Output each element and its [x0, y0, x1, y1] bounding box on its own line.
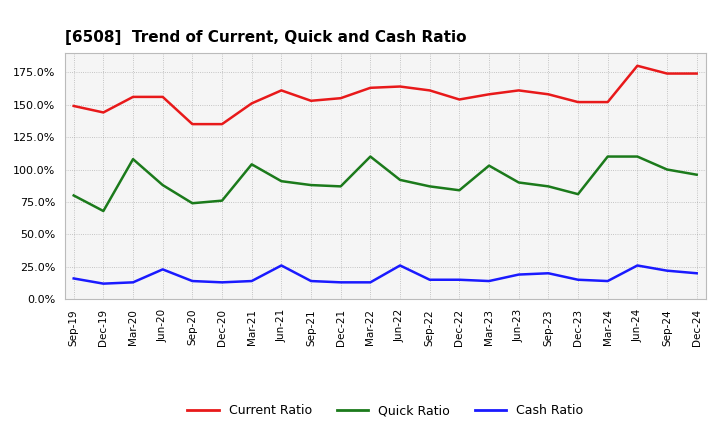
- Quick Ratio: [336, 184, 345, 189]
- Current Ratio: [426, 88, 434, 93]
- Current Ratio: [366, 85, 374, 91]
- Current Ratio: [158, 94, 167, 99]
- Cash Ratio: [544, 271, 553, 276]
- Quick Ratio: [633, 154, 642, 159]
- Quick Ratio: [217, 198, 226, 203]
- Line: Quick Ratio: Quick Ratio: [73, 157, 697, 211]
- Current Ratio: [129, 94, 138, 99]
- Cash Ratio: [336, 280, 345, 285]
- Current Ratio: [99, 110, 108, 115]
- Current Ratio: [455, 97, 464, 102]
- Cash Ratio: [248, 279, 256, 284]
- Current Ratio: [693, 71, 701, 76]
- Quick Ratio: [69, 193, 78, 198]
- Quick Ratio: [158, 183, 167, 188]
- Cash Ratio: [69, 276, 78, 281]
- Cash Ratio: [485, 279, 493, 284]
- Current Ratio: [544, 92, 553, 97]
- Quick Ratio: [396, 177, 405, 183]
- Cash Ratio: [396, 263, 405, 268]
- Quick Ratio: [129, 157, 138, 162]
- Current Ratio: [603, 99, 612, 105]
- Quick Ratio: [99, 209, 108, 214]
- Current Ratio: [396, 84, 405, 89]
- Cash Ratio: [158, 267, 167, 272]
- Quick Ratio: [248, 161, 256, 167]
- Cash Ratio: [99, 281, 108, 286]
- Cash Ratio: [662, 268, 671, 273]
- Current Ratio: [248, 101, 256, 106]
- Cash Ratio: [693, 271, 701, 276]
- Current Ratio: [514, 88, 523, 93]
- Cash Ratio: [277, 263, 286, 268]
- Quick Ratio: [455, 187, 464, 193]
- Line: Current Ratio: Current Ratio: [73, 66, 697, 124]
- Quick Ratio: [603, 154, 612, 159]
- Quick Ratio: [662, 167, 671, 172]
- Current Ratio: [217, 121, 226, 127]
- Quick Ratio: [277, 179, 286, 184]
- Cash Ratio: [188, 279, 197, 284]
- Cash Ratio: [574, 277, 582, 282]
- Quick Ratio: [514, 180, 523, 185]
- Current Ratio: [485, 92, 493, 97]
- Cash Ratio: [455, 277, 464, 282]
- Quick Ratio: [366, 154, 374, 159]
- Current Ratio: [574, 99, 582, 105]
- Legend: Current Ratio, Quick Ratio, Cash Ratio: Current Ratio, Quick Ratio, Cash Ratio: [184, 400, 587, 421]
- Line: Cash Ratio: Cash Ratio: [73, 265, 697, 284]
- Current Ratio: [633, 63, 642, 68]
- Quick Ratio: [693, 172, 701, 177]
- Current Ratio: [69, 103, 78, 109]
- Current Ratio: [336, 95, 345, 101]
- Quick Ratio: [544, 184, 553, 189]
- Cash Ratio: [366, 280, 374, 285]
- Quick Ratio: [426, 184, 434, 189]
- Cash Ratio: [514, 272, 523, 277]
- Quick Ratio: [574, 191, 582, 197]
- Cash Ratio: [426, 277, 434, 282]
- Current Ratio: [307, 98, 315, 103]
- Current Ratio: [662, 71, 671, 76]
- Current Ratio: [277, 88, 286, 93]
- Quick Ratio: [188, 201, 197, 206]
- Cash Ratio: [633, 263, 642, 268]
- Current Ratio: [188, 121, 197, 127]
- Quick Ratio: [485, 163, 493, 168]
- Text: [6508]  Trend of Current, Quick and Cash Ratio: [6508] Trend of Current, Quick and Cash …: [65, 29, 467, 45]
- Cash Ratio: [307, 279, 315, 284]
- Cash Ratio: [129, 280, 138, 285]
- Cash Ratio: [217, 280, 226, 285]
- Quick Ratio: [307, 183, 315, 188]
- Cash Ratio: [603, 279, 612, 284]
